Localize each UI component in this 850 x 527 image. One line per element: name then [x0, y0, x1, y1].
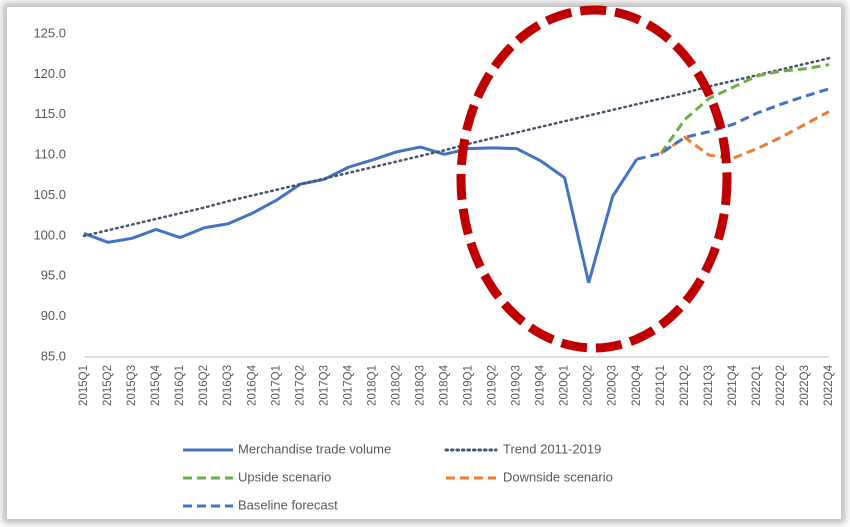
x-tick-label: 2018Q4: [439, 364, 451, 406]
x-tick-label: 2019Q4: [535, 364, 547, 406]
series-line: [636, 87, 830, 161]
x-tick-label: 2019Q2: [487, 365, 499, 406]
x-tick-label: 2022Q3: [799, 365, 811, 406]
series-line: [659, 63, 830, 155]
x-tick-label: 2021Q3: [703, 365, 715, 406]
x-tick-label: 2016Q2: [198, 365, 210, 406]
x-tick-label: 2022Q2: [775, 365, 787, 406]
y-tick-label: 110.0: [34, 147, 66, 162]
y-tick-label: 115.0: [34, 106, 66, 121]
x-tick-label: 2015Q2: [102, 365, 114, 406]
legend-label: Downside scenario: [503, 469, 613, 484]
y-tick-label: 85.0: [41, 348, 66, 363]
x-tick-label: 2021Q4: [727, 364, 739, 406]
x-tick-label: 2018Q3: [414, 365, 426, 406]
chart-frame: [6, 6, 842, 520]
legend-label: Trend 2011-2019: [503, 441, 601, 456]
x-tick-label: 2020Q1: [559, 365, 571, 406]
x-tick-label: 2018Q2: [390, 365, 402, 406]
x-tick-label: 2015Q1: [78, 365, 90, 406]
series-line: [659, 110, 830, 160]
x-tick-label: 2016Q3: [222, 365, 234, 406]
x-tick-label: 2019Q3: [511, 365, 523, 406]
x-tick-label: 2020Q2: [583, 365, 595, 406]
legend-label: Baseline forecast: [238, 497, 338, 512]
x-tick-label: 2021Q1: [655, 365, 667, 406]
series-line: [82, 56, 831, 238]
series-line: [83, 145, 639, 284]
x-tick-label: 2015Q3: [126, 365, 138, 406]
legend-label: Merchandise trade volume: [238, 441, 391, 456]
y-tick-label: 90.0: [41, 308, 66, 323]
y-tick-label: 125.0: [33, 25, 66, 40]
y-tick-label: 95.0: [41, 268, 66, 283]
x-tick-label: 2017Q4: [342, 364, 354, 406]
x-tick-label: 2017Q1: [270, 365, 282, 406]
x-tick-label: 2015Q4: [150, 364, 162, 406]
x-tick-label: 2022Q1: [751, 365, 763, 406]
x-tick-label: 2020Q4: [631, 364, 643, 406]
y-tick-label: 120.0: [33, 66, 66, 81]
x-tick-label: 2022Q4: [823, 364, 835, 406]
x-tick-label: 2017Q2: [294, 365, 306, 406]
y-tick-label: 100.0: [33, 227, 66, 242]
x-tick-label: 2019Q1: [463, 365, 475, 406]
highlight-ellipse: [456, 5, 732, 353]
x-tick-label: 2017Q3: [318, 365, 330, 406]
legend-label: Upside scenario: [238, 469, 331, 484]
x-tick-label: 2021Q2: [679, 365, 691, 406]
x-tick-label: 2016Q4: [246, 364, 258, 406]
x-tick-label: 2020Q3: [607, 365, 619, 406]
x-tick-label: 2018Q1: [366, 365, 378, 406]
x-tick-label: 2016Q1: [174, 365, 186, 406]
y-tick-label: 105.0: [33, 187, 66, 202]
